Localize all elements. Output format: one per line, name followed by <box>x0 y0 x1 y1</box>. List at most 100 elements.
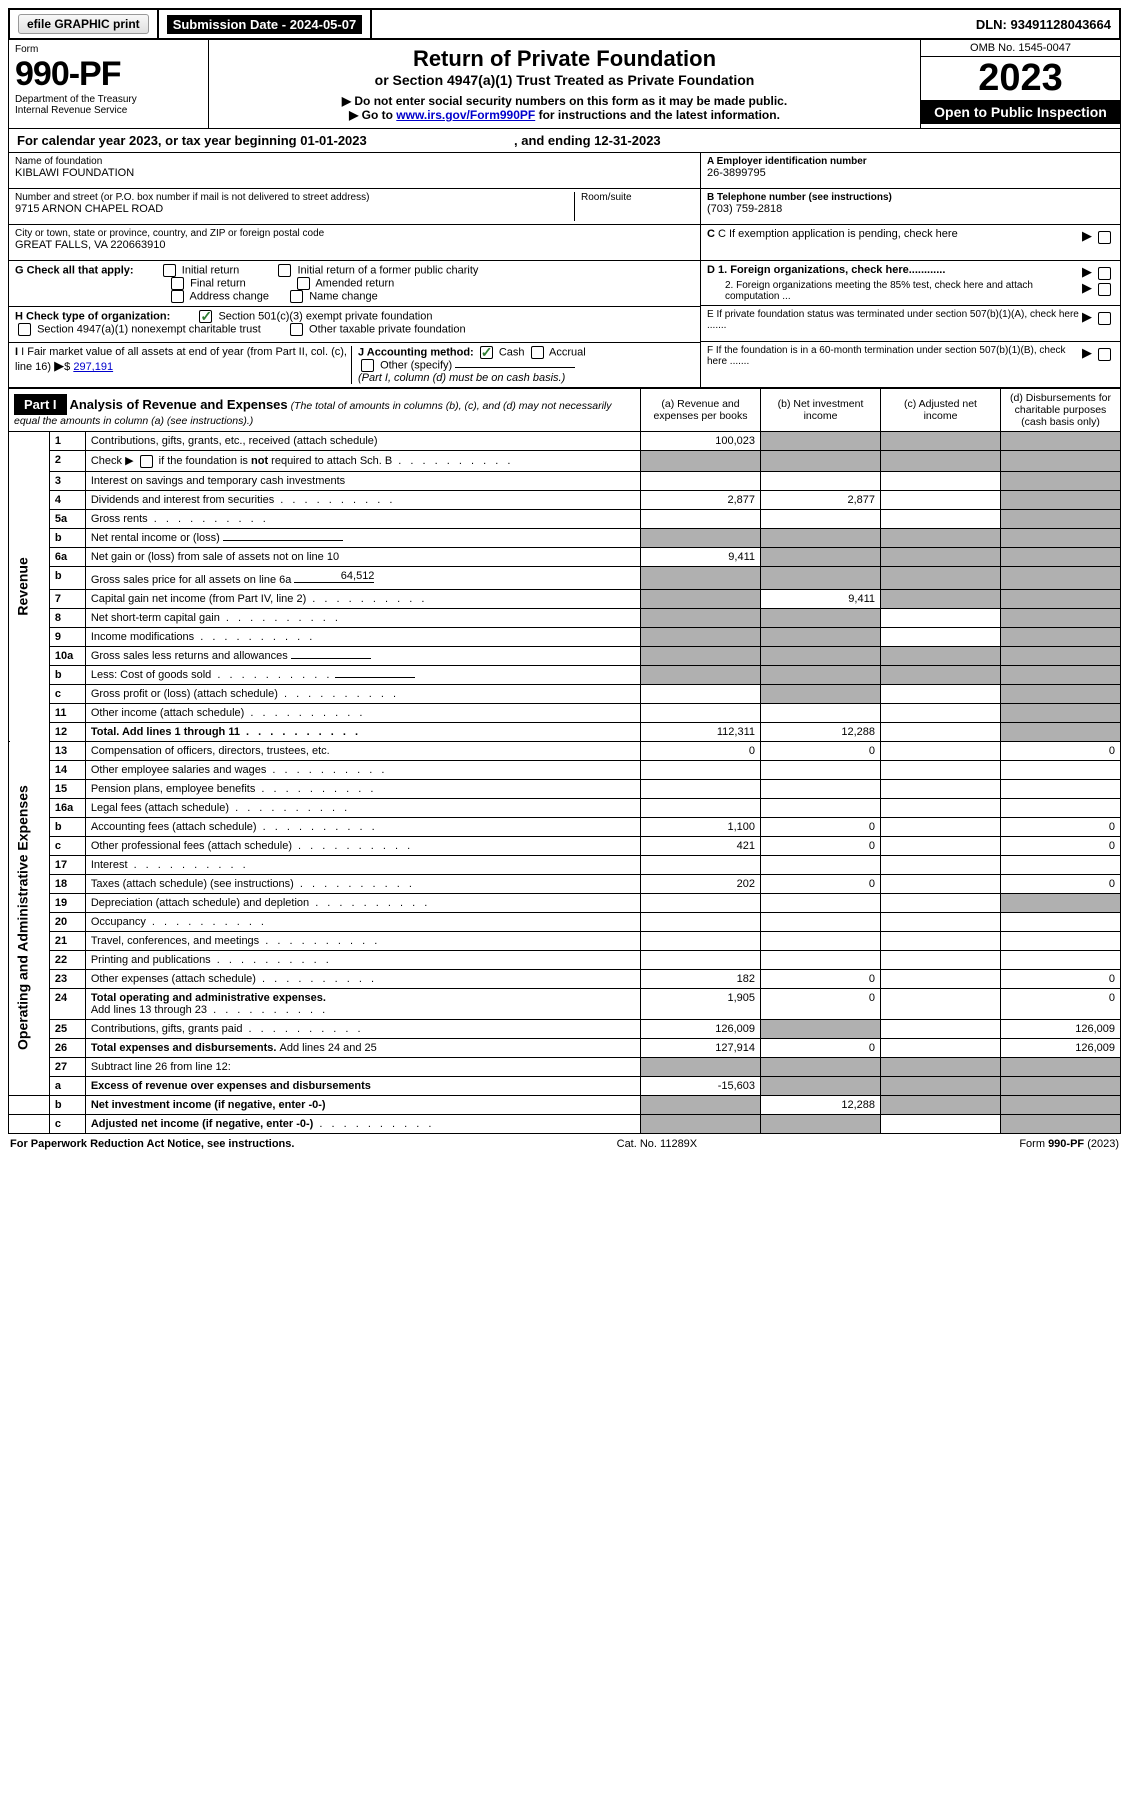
phone-value: (703) 759-2818 <box>707 203 1114 215</box>
part1-table: Part I Analysis of Revenue and Expenses … <box>8 388 1121 1134</box>
table-row: Operating and Administrative Expenses 13… <box>9 741 1121 760</box>
city-label: City or town, state or province, country… <box>15 228 694 239</box>
table-row: 9Income modifications <box>9 627 1121 646</box>
addr-label: Number and street (or P.O. box number if… <box>15 192 574 203</box>
section-g: G Check all that apply: Initial return I… <box>9 261 700 307</box>
part1-label: Part I <box>14 394 67 415</box>
table-row: 5aGross rents <box>9 509 1121 528</box>
table-row: bLess: Cost of goods sold <box>9 665 1121 684</box>
table-row: 14Other employee salaries and wages <box>9 760 1121 779</box>
foundation-city: GREAT FALLS, VA 220663910 <box>15 239 694 251</box>
foundation-address: 9715 ARNON CHAPEL ROAD <box>15 203 574 215</box>
col-a-header: (a) Revenue and expenses per books <box>641 389 761 432</box>
table-row: 24Total operating and administrative exp… <box>9 988 1121 1019</box>
footer-mid: Cat. No. 11289X <box>617 1138 698 1150</box>
cash-checkbox[interactable] <box>480 346 493 359</box>
table-row: 16aLegal fees (attach schedule) <box>9 798 1121 817</box>
exemption-pending-checkbox[interactable] <box>1098 231 1111 244</box>
form-label: Form <box>15 44 202 55</box>
final-return-checkbox[interactable] <box>171 277 184 290</box>
other-taxable-checkbox[interactable] <box>290 323 303 336</box>
table-row: bNet rental income or (loss) <box>9 528 1121 547</box>
terminated-checkbox[interactable] <box>1098 312 1111 325</box>
table-row: 8Net short-term capital gain <box>9 608 1121 627</box>
address-change-checkbox[interactable] <box>171 290 184 303</box>
table-row: 27Subtract line 26 from line 12: <box>9 1057 1121 1076</box>
expenses-side-label: Operating and Administrative Expenses <box>9 741 50 1095</box>
other-method-checkbox[interactable] <box>361 359 374 372</box>
table-row: 17Interest <box>9 855 1121 874</box>
irs-label: Internal Revenue Service <box>15 105 202 116</box>
table-row: 2 Check ▶ if the foundation is not requi… <box>9 451 1121 472</box>
form-header: Form 990-PF Department of the Treasury I… <box>8 40 1121 129</box>
section-d: D 1. Foreign organizations, check here..… <box>701 261 1120 306</box>
open-public-badge: Open to Public Inspection <box>921 100 1120 124</box>
section-i: I I Fair market value of all assets at e… <box>15 346 351 384</box>
60month-checkbox[interactable] <box>1098 348 1111 361</box>
ein-label: A Employer identification number <box>707 156 1114 167</box>
table-row: 18Taxes (attach schedule) (see instructi… <box>9 874 1121 893</box>
section-h: H Check type of organization: Section 50… <box>9 307 700 343</box>
col-c-header: (c) Adjusted net income <box>881 389 1001 432</box>
form990pf-link[interactable]: www.irs.gov/Form990PF <box>396 108 535 122</box>
table-row: cOther professional fees (attach schedul… <box>9 836 1121 855</box>
section-j: J Accounting method: Cash Accrual Other … <box>351 346 694 384</box>
table-row: 7Capital gain net income (from Part IV, … <box>9 589 1121 608</box>
name-label: Name of foundation <box>15 156 694 167</box>
section-f: F If the foundation is in a 60-month ter… <box>701 342 1120 378</box>
ein-value: 26-3899795 <box>707 167 1114 179</box>
table-row: 26Total expenses and disbursements. Add … <box>9 1038 1121 1057</box>
room-label: Room/suite <box>581 192 694 203</box>
form-note2: ▶ Go to www.irs.gov/Form990PF for instru… <box>215 108 914 122</box>
table-row: 6aNet gain or (loss) from sale of assets… <box>9 547 1121 566</box>
table-row: cAdjusted net income (if negative, enter… <box>9 1114 1121 1133</box>
name-change-checkbox[interactable] <box>290 290 303 303</box>
dln: DLN: 93491128043664 <box>968 10 1119 38</box>
fmv-link[interactable]: 297,191 <box>73 361 113 373</box>
table-row: Revenue 1 Contributions, gifts, grants, … <box>9 432 1121 451</box>
col-d-header: (d) Disbursements for charitable purpose… <box>1001 389 1121 432</box>
top-bar: efile GRAPHIC print Submission Date - 20… <box>8 8 1121 40</box>
form-subtitle: or Section 4947(a)(1) Trust Treated as P… <box>215 72 914 88</box>
info-block: Name of foundation KIBLAWI FOUNDATION Nu… <box>8 153 1121 388</box>
footer-right: Form 990-PF (2023) <box>1019 1138 1119 1150</box>
initial-return-checkbox[interactable] <box>163 264 176 277</box>
tax-year: 2023 <box>921 57 1120 100</box>
table-row: 23Other expenses (attach schedule)18200 <box>9 969 1121 988</box>
table-row: 11Other income (attach schedule) <box>9 703 1121 722</box>
table-row: bAccounting fees (attach schedule)1,1000… <box>9 817 1121 836</box>
schb-checkbox[interactable] <box>140 455 153 468</box>
footer-bar: For Paperwork Reduction Act Notice, see … <box>8 1134 1121 1154</box>
table-row: 22Printing and publications <box>9 950 1121 969</box>
501c3-checkbox[interactable] <box>199 310 212 323</box>
phone-label: B Telephone number (see instructions) <box>707 192 1114 203</box>
table-row: 25Contributions, gifts, grants paid126,0… <box>9 1019 1121 1038</box>
section-e: E If private foundation status was termi… <box>701 306 1120 342</box>
table-row: 15Pension plans, employee benefits <box>9 779 1121 798</box>
foreign-org-checkbox[interactable] <box>1098 267 1111 280</box>
omb-number: OMB No. 1545-0047 <box>921 40 1120 57</box>
form-number: 990-PF <box>15 55 202 94</box>
table-row: 4Dividends and interest from securities2… <box>9 490 1121 509</box>
footer-left: For Paperwork Reduction Act Notice, see … <box>10 1138 294 1150</box>
submission-date: Submission Date - 2024-05-07 <box>159 10 373 38</box>
section-c: C C If exemption application is pending,… <box>701 225 1120 261</box>
revenue-side-label: Revenue <box>9 432 50 742</box>
table-row: 19Depreciation (attach schedule) and dep… <box>9 893 1121 912</box>
table-row: 3Interest on savings and temporary cash … <box>9 471 1121 490</box>
initial-former-checkbox[interactable] <box>278 264 291 277</box>
4947-checkbox[interactable] <box>18 323 31 336</box>
form-note1: ▶ Do not enter social security numbers o… <box>215 94 914 108</box>
table-row: 21Travel, conferences, and meetings <box>9 931 1121 950</box>
table-row: bGross sales price for all assets on lin… <box>9 566 1121 589</box>
foreign-85-checkbox[interactable] <box>1098 283 1111 296</box>
efile-print[interactable]: efile GRAPHIC print <box>10 10 159 38</box>
accrual-checkbox[interactable] <box>531 346 544 359</box>
form-title: Return of Private Foundation <box>215 46 914 72</box>
foundation-name: KIBLAWI FOUNDATION <box>15 167 694 179</box>
dept-label: Department of the Treasury <box>15 94 202 105</box>
amended-return-checkbox[interactable] <box>297 277 310 290</box>
table-row: aExcess of revenue over expenses and dis… <box>9 1076 1121 1095</box>
col-b-header: (b) Net investment income <box>761 389 881 432</box>
table-row: 10aGross sales less returns and allowanc… <box>9 646 1121 665</box>
